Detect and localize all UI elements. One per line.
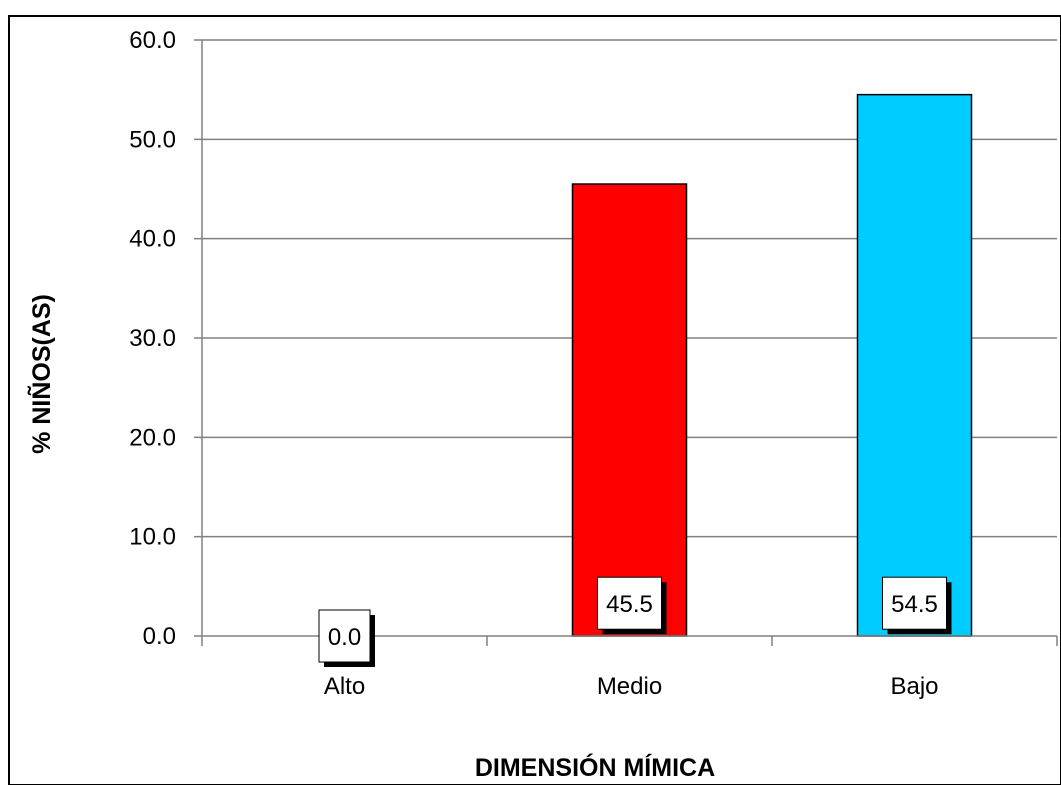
y-tick-label: 40.0 bbox=[129, 226, 176, 253]
x-tick-label: Bajo bbox=[890, 673, 938, 700]
y-tick-labels: 0.0 10.0 20.0 30.0 40.0 50.0 60.0 bbox=[129, 27, 176, 650]
data-labels: 0.0 45.5 54.5 bbox=[318, 576, 952, 667]
y-tick-label: 50.0 bbox=[129, 126, 176, 153]
y-axis-title: % NIÑOS(AS) bbox=[26, 294, 56, 454]
bars bbox=[571, 93, 973, 637]
data-label-alto: 0.0 bbox=[328, 624, 361, 651]
y-tick-label: 30.0 bbox=[129, 325, 176, 352]
bar-bajo bbox=[856, 93, 973, 637]
data-label-box bbox=[882, 576, 947, 630]
x-tick-labels: Alto Medio Bajo bbox=[324, 673, 939, 700]
y-tick-label: 60.0 bbox=[129, 27, 176, 54]
x-tick-label: Medio bbox=[597, 673, 662, 700]
y-tick-label: 0.0 bbox=[143, 623, 176, 650]
data-label-box bbox=[597, 576, 662, 630]
bar-medio bbox=[571, 183, 688, 637]
data-label-bajo: 54.5 bbox=[891, 591, 938, 618]
y-tick-label: 20.0 bbox=[129, 424, 176, 451]
data-label-medio: 45.5 bbox=[606, 591, 653, 618]
y-tick-label: 10.0 bbox=[129, 524, 176, 551]
x-tick-label: Alto bbox=[324, 673, 365, 700]
data-label-box bbox=[318, 609, 371, 663]
x-axis-title: DIMENSIÓN MÍMICA bbox=[475, 752, 715, 782]
